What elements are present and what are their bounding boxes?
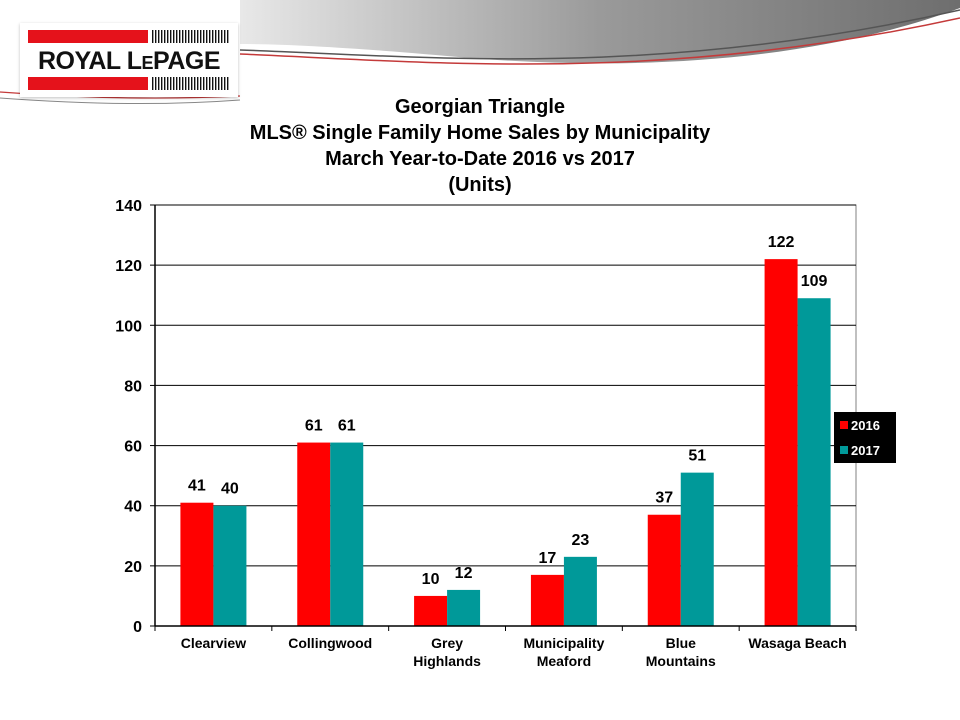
- bar-2017-4: [680, 472, 714, 626]
- bar-2017-1: [330, 442, 364, 626]
- chart-title-line-3: March Year-to-Date 2016 vs 2017: [325, 148, 635, 170]
- y-tick-label-120: 120: [115, 258, 142, 275]
- logo-red-bar-bottom: [28, 77, 230, 90]
- logo-wordmark: ROYAL LEPAGE: [38, 47, 221, 75]
- legend-item-2017: 2017: [840, 442, 880, 458]
- x-tick-label-4-0: Blue: [666, 635, 697, 651]
- data-label-2017-1: 61: [338, 418, 356, 435]
- data-label-2017-2: 12: [455, 565, 473, 582]
- y-tick-label-140: 140: [115, 198, 142, 215]
- data-label-2017-4: 51: [688, 448, 706, 465]
- x-tick-label-1-0: Collingwood: [288, 635, 372, 651]
- y-tick-label-80: 80: [124, 378, 142, 395]
- y-tick-label-100: 100: [115, 318, 142, 335]
- x-tick-label-2-0: Grey: [431, 635, 463, 651]
- bar-2016-2: [414, 595, 448, 626]
- bar-2017-2: [447, 589, 481, 626]
- bar-2016-3: [530, 574, 564, 626]
- legend-item-2016: 2016: [840, 417, 880, 433]
- x-tick-label-3-1: Meaford: [537, 653, 591, 669]
- chart-legend: 2016 2017: [834, 412, 896, 463]
- chart-title-line-2: MLS® Single Family Home Sales by Municip…: [249, 122, 711, 144]
- bar-2016-1: [297, 442, 331, 626]
- legend-swatch-2016: [840, 421, 848, 429]
- y-tick-label-40: 40: [124, 499, 142, 516]
- legend-label-2017: 2017: [851, 442, 880, 458]
- x-tick-label-3-0: Municipality: [523, 635, 604, 651]
- bar-2017-0: [213, 505, 247, 626]
- bar-2016-5: [764, 259, 798, 626]
- bar-2016-4: [647, 514, 681, 626]
- chart-title: Georgian Triangle MLS® Single Family Hom…: [180, 94, 780, 198]
- data-label-2016-0: 41: [188, 478, 206, 495]
- bar-2017-3: [563, 556, 597, 626]
- y-tick-label-0: 0: [133, 619, 142, 636]
- data-label-2016-1: 61: [305, 418, 323, 435]
- data-label-2017-0: 40: [221, 481, 239, 498]
- bar-2016-0: [180, 502, 214, 626]
- logo-red-bar-top: [28, 30, 230, 43]
- data-label-2016-3: 17: [539, 550, 557, 567]
- data-label-2017-5: 109: [801, 273, 828, 290]
- x-tick-label-2-1: Highlands: [413, 653, 481, 669]
- y-tick-label-60: 60: [124, 439, 142, 456]
- x-tick-label-4-1: Mountains: [646, 653, 716, 669]
- data-label-2016-4: 37: [655, 490, 673, 507]
- plot-area-frame: [154, 204, 857, 627]
- chart-title-line-4: (Units): [448, 174, 512, 196]
- bar-2017-5: [797, 298, 831, 626]
- x-tick-label-0-0: Clearview: [181, 635, 246, 651]
- legend-label-2016: 2016: [851, 417, 880, 433]
- y-tick-label-20: 20: [124, 559, 142, 576]
- data-label-2016-5: 122: [768, 234, 795, 251]
- data-label-2016-2: 10: [422, 571, 440, 588]
- header-swoosh-decoration: [0, 0, 960, 105]
- x-tick-label-5-0: Wasaga Beach: [748, 635, 846, 651]
- data-label-2017-3: 23: [572, 532, 590, 549]
- chart-title-line-1: Georgian Triangle: [394, 96, 566, 118]
- royal-lepage-logo: ROYAL LEPAGE: [20, 23, 238, 97]
- legend-swatch-2017: [840, 446, 848, 454]
